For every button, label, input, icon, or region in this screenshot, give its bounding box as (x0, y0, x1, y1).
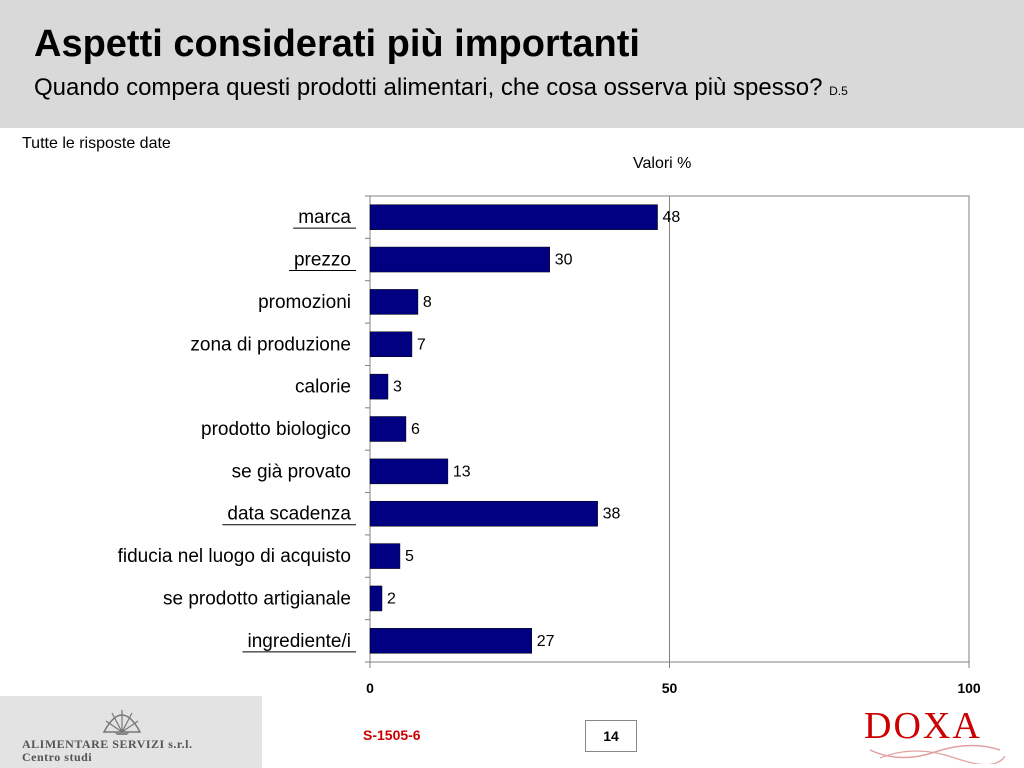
unit-label: Valori % (633, 155, 692, 172)
bar-ingrediente-i (369, 628, 532, 654)
category-label: marca (298, 207, 351, 228)
company-panel: ALIMENTARE SERVIZI s.r.l. Centro studi (0, 696, 262, 768)
document-code: S-1505-6 (363, 727, 421, 743)
data-label: 27 (537, 633, 555, 650)
data-label: 3 (393, 379, 402, 396)
data-label: 7 (417, 336, 426, 353)
data-label: 2 (387, 590, 396, 607)
subtitle-text: Quando compera questi prodotti alimentar… (34, 74, 823, 101)
shell-logo-icon (102, 710, 142, 735)
category-label: fiducia nel luogo di acquisto (118, 546, 351, 567)
x-tick-label: 100 (957, 680, 981, 696)
data-label: 38 (603, 506, 621, 523)
data-label: 8 (423, 294, 432, 311)
data-label: 30 (555, 252, 573, 269)
bar-calorie (369, 373, 389, 400)
company-subtitle: Centro studi (22, 750, 93, 764)
category-label: se già provato (232, 461, 351, 482)
bar-prezzo (369, 246, 550, 273)
bar-marca (369, 204, 658, 230)
category-label: zona di produzione (190, 334, 351, 355)
page-subtitle: Quando compera questi prodotti alimentar… (34, 72, 848, 107)
bar-data-scadenza (369, 500, 598, 527)
responses-note: Tutte le risposte date (22, 135, 171, 152)
header-band: Aspetti considerati più importanti Quand… (0, 0, 1024, 128)
category-label: se prodotto artigianale (163, 588, 351, 609)
data-label: 5 (405, 548, 414, 565)
category-label: prodotto biologico (201, 419, 351, 440)
category-label: prezzo (294, 250, 351, 271)
category-label: data scadenza (227, 504, 351, 525)
x-tick-label: 0 (366, 680, 374, 696)
bar-fiducia-nel-luogo-di-acquisto (369, 543, 401, 569)
data-label: 6 (411, 421, 420, 438)
x-tick-label: 50 (662, 680, 678, 696)
bar-se-gi-provato (369, 458, 449, 485)
category-label: ingrediente/i (247, 631, 351, 652)
category-label: calorie (295, 377, 351, 398)
data-label: 13 (453, 463, 471, 480)
question-code: D.5 (829, 84, 848, 98)
company-name: ALIMENTARE SERVIZI s.r.l. (22, 737, 193, 751)
doxa-logo: DOXA (864, 705, 1006, 764)
data-label: 48 (663, 209, 681, 226)
footer: ALIMENTARE SERVIZI s.r.l. Centro studi S… (0, 696, 1024, 768)
doxa-logo-text: DOXA (864, 705, 982, 747)
bar-zona-di-produzione (369, 331, 413, 358)
page-title: Aspetti considerati più importanti (34, 23, 640, 65)
bar-se-prodotto-artigianale (369, 585, 383, 612)
bar-promozioni (369, 289, 419, 315)
category-label: promozioni (258, 292, 351, 313)
page-number: 14 (585, 720, 637, 752)
bar-prodotto-biologico (369, 416, 407, 442)
